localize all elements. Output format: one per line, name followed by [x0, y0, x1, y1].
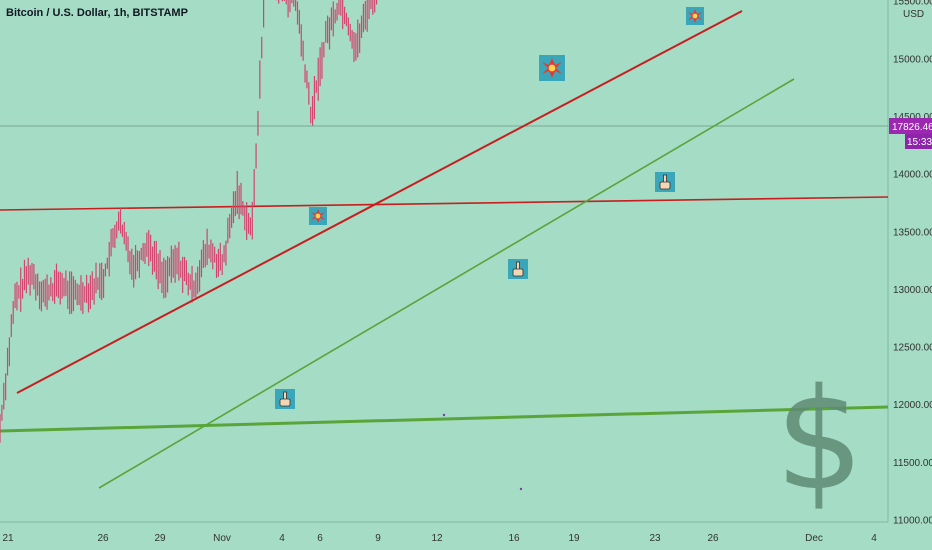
price-axis[interactable]: 19500.0019000.0018500.0018000.0017500.00… [893, 0, 932, 527]
current-price-tag: 17826.46 [889, 118, 932, 134]
price-tick-label: 12500.00 [893, 343, 932, 354]
explosion-icon [686, 7, 704, 25]
time-tick-label: 12 [431, 533, 443, 544]
rising-channel-resistance[interactable] [16, 10, 743, 394]
countdown-value: 15:33 [907, 137, 932, 148]
time-tick-label: Dec [805, 533, 823, 544]
time-tick-label: 19 [568, 533, 580, 544]
time-tick-label: 29 [154, 533, 166, 544]
green-support-trendline[interactable] [98, 78, 795, 489]
pointing-hand-icon [508, 259, 528, 279]
chart-title: Bitcoin / U.S. Dollar, 1h, BITSTAMP [6, 7, 188, 19]
explosion-icon [539, 55, 565, 81]
time-tick-label: 16 [508, 533, 520, 544]
time-tick-label: 26 [97, 533, 109, 544]
time-tick-label: 9 [375, 533, 381, 544]
candles [0, 0, 378, 443]
time-tick-label: 23 [649, 533, 661, 544]
price-tick-label: 14500.00 [893, 112, 932, 123]
price-tick-label: 15000.00 [893, 54, 932, 65]
time-tick-label: 6 [317, 533, 323, 544]
time-tick-label: 21 [2, 533, 14, 544]
marker-dot [442, 413, 446, 417]
currency-label: USD [903, 9, 924, 20]
current-price-value: 17826.46 [892, 122, 932, 133]
price-tick-label: 12000.00 [893, 400, 932, 411]
time-tick-label: Nov [213, 533, 231, 544]
time-tick-label: 26 [707, 533, 719, 544]
dollar-sign-watermark: $ [775, 359, 864, 522]
countdown-tag: 15:33 [905, 134, 932, 149]
time-tick-label: 4 [279, 533, 285, 544]
time-tick-label: 4 [871, 533, 877, 544]
marker-dot [519, 487, 523, 491]
pointing-hand-icon [275, 389, 295, 409]
horizontal-resistance-line[interactable] [0, 196, 889, 211]
price-tick-label: 11000.00 [893, 516, 932, 527]
price-tick-label: 14000.00 [893, 170, 932, 181]
green-support-line-long[interactable] [0, 405, 889, 433]
time-axis[interactable]: 21 26 29 Nov 4 6 9 12 16 19 23 26 Dec 4 [2, 533, 877, 544]
price-tick-label: 13500.00 [893, 227, 932, 238]
pointing-hand-icon [655, 172, 675, 192]
price-tick-label: 11500.00 [893, 458, 932, 469]
price-tick-label: 13000.00 [893, 285, 932, 296]
price-tick-label: 15500.00 [893, 0, 932, 8]
explosion-icon [309, 207, 327, 225]
